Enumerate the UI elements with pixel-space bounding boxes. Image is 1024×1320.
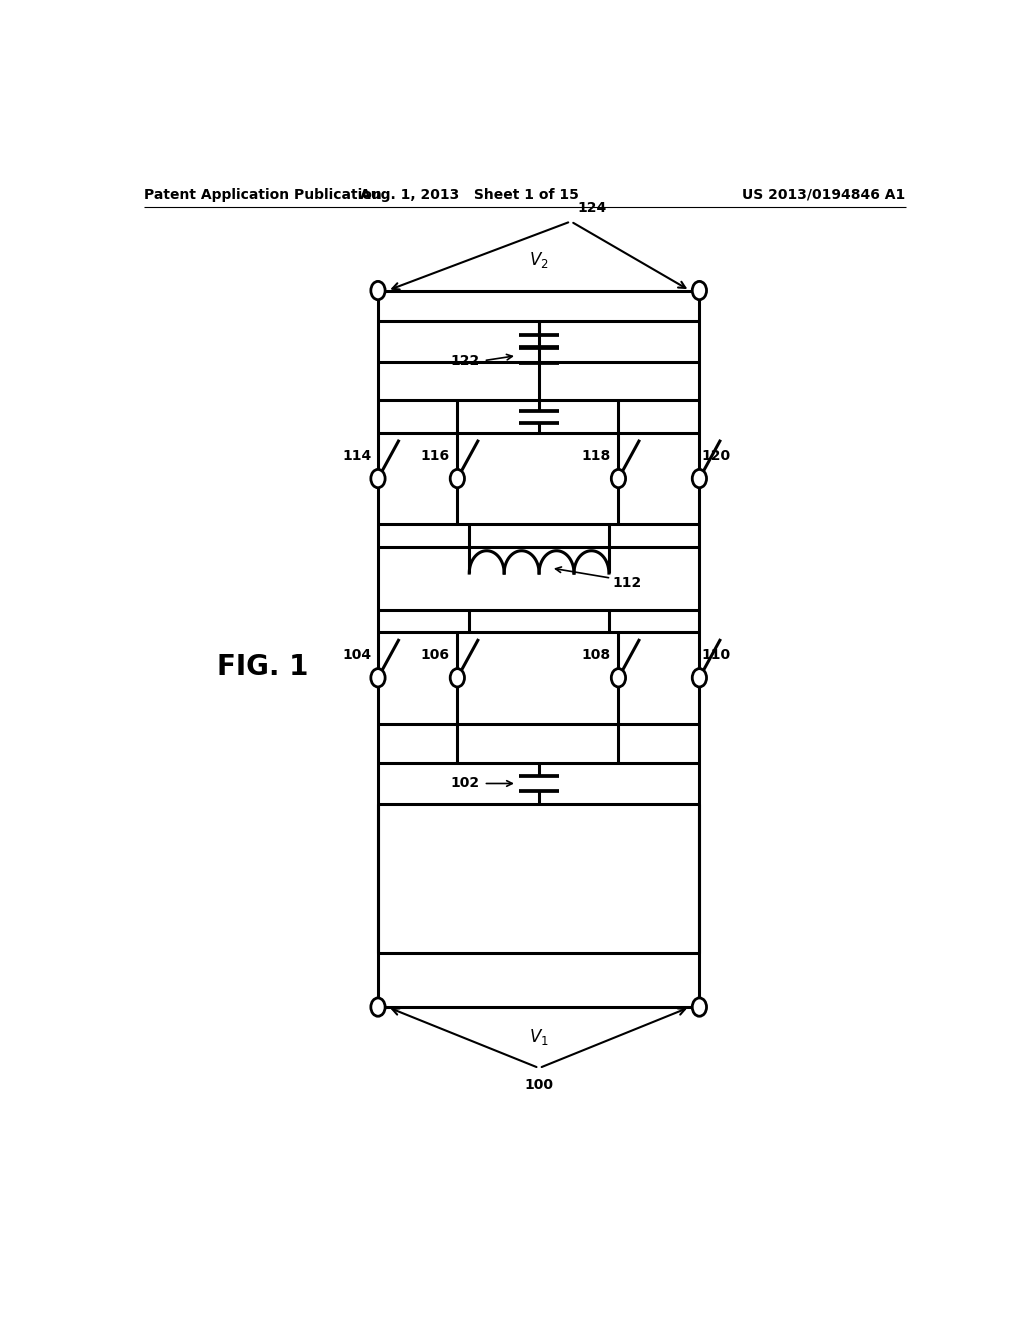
Circle shape: [451, 669, 465, 686]
Circle shape: [611, 470, 626, 487]
Circle shape: [451, 470, 465, 487]
Text: 102: 102: [451, 776, 479, 791]
Text: $V_2$: $V_2$: [529, 251, 549, 271]
Text: 120: 120: [701, 449, 731, 463]
Text: $V_1$: $V_1$: [529, 1027, 549, 1048]
Text: 100: 100: [524, 1078, 554, 1092]
Text: 106: 106: [421, 648, 450, 663]
Text: 112: 112: [613, 577, 642, 590]
Circle shape: [692, 669, 707, 686]
Circle shape: [692, 998, 707, 1016]
Circle shape: [692, 470, 707, 487]
Text: 104: 104: [342, 648, 372, 663]
Circle shape: [611, 669, 626, 686]
Circle shape: [371, 281, 385, 300]
Circle shape: [371, 998, 385, 1016]
Text: 108: 108: [582, 648, 610, 663]
Text: 110: 110: [701, 648, 731, 663]
Text: FIG. 1: FIG. 1: [217, 652, 308, 681]
Text: Aug. 1, 2013   Sheet 1 of 15: Aug. 1, 2013 Sheet 1 of 15: [359, 187, 579, 202]
Circle shape: [371, 669, 385, 686]
Circle shape: [692, 281, 707, 300]
Text: US 2013/0194846 A1: US 2013/0194846 A1: [742, 187, 905, 202]
Text: 116: 116: [420, 449, 450, 463]
Circle shape: [371, 470, 385, 487]
Text: 124: 124: [578, 202, 606, 215]
Text: 122: 122: [451, 354, 479, 368]
Text: Patent Application Publication: Patent Application Publication: [143, 187, 382, 202]
Text: 118: 118: [582, 449, 610, 463]
Text: 114: 114: [342, 449, 372, 463]
